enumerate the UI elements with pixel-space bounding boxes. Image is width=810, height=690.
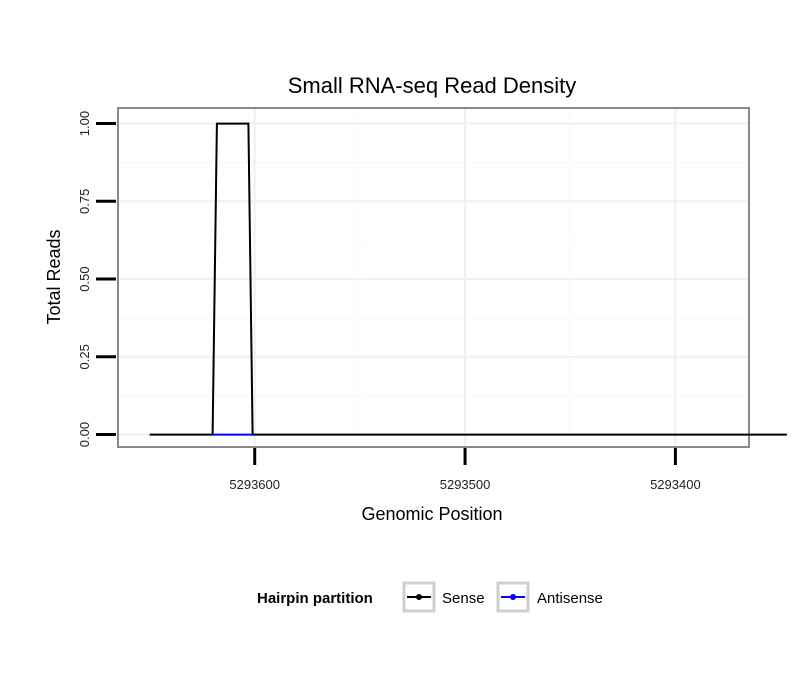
legend-item-sense: Sense [402,581,485,613]
x-axis-label: Genomic Position [361,504,502,524]
y-tick-label: 1.00 [77,111,92,136]
legend-point-sense [416,594,422,600]
legend-item-antisense: Antisense [496,581,603,613]
y-axis: 0.00 0.25 0.50 0.75 1.00 [77,111,116,447]
x-tick-label: 5293600 [229,477,280,492]
series-line-sense [149,122,787,436]
legend-title: Hairpin partition [257,590,373,607]
y-tick-label: 0.50 [77,266,92,291]
legend: Hairpin partition Sense Antisense [257,581,603,613]
legend-label-sense: Sense [442,590,485,607]
y-tick-label: 0.00 [77,422,92,447]
y-tick-label: 0.75 [77,189,92,214]
x-tick-label: 5293400 [650,477,701,492]
data-series [149,122,787,436]
x-axis: 5293600 5293500 5293400 [229,448,701,492]
x-tick-label: 5293500 [440,477,491,492]
y-tick-label: 0.25 [77,344,92,369]
chart-title: Small RNA-seq Read Density [288,73,577,98]
legend-point-antisense [510,594,516,600]
panel-border [117,107,750,448]
grid-lines [118,108,749,447]
y-axis-label: Total Reads [44,229,64,324]
legend-label-antisense: Antisense [537,590,603,607]
